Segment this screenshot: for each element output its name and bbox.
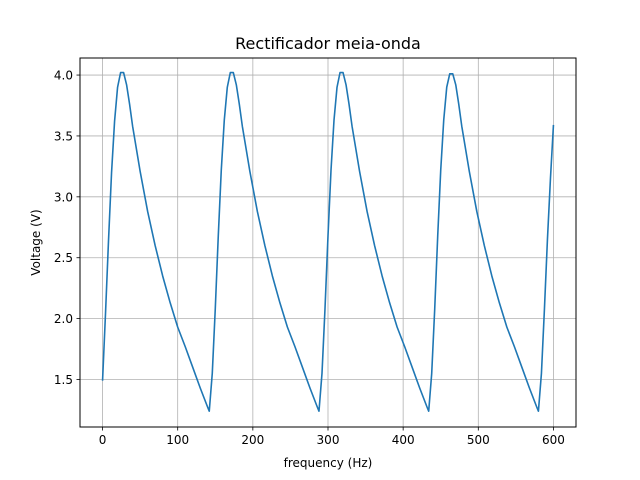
y-tick-label: 2.5: [54, 251, 73, 265]
x-tick-label: 100: [166, 433, 189, 447]
series-line: [101, 71, 555, 412]
y-tick-label: 3.5: [54, 129, 73, 143]
x-axis-label: frequency (Hz): [284, 456, 373, 470]
y-tick-label: 4.0: [54, 69, 73, 83]
x-tick-label: 0: [99, 433, 107, 447]
x-tick-label: 400: [392, 433, 415, 447]
x-tick-label: 600: [542, 433, 565, 447]
series-layer: [101, 71, 555, 412]
chart-title: Rectificador meia-onda: [235, 34, 421, 53]
grid: [80, 58, 576, 427]
y-tick-label: 2.0: [54, 312, 73, 326]
ticks: 0 100 200 300 400 500 600 1.5 2.0 2.5 3.0 3.5 4.0: [54, 69, 565, 447]
x-tick-label: 300: [317, 433, 340, 447]
x-tick-label: 200: [241, 433, 264, 447]
y-tick-label: 3.0: [54, 190, 73, 204]
y-tick-label: 1.5: [54, 373, 73, 387]
y-axis-label: Voltage (V): [29, 209, 43, 275]
x-tick-label: 500: [467, 433, 490, 447]
